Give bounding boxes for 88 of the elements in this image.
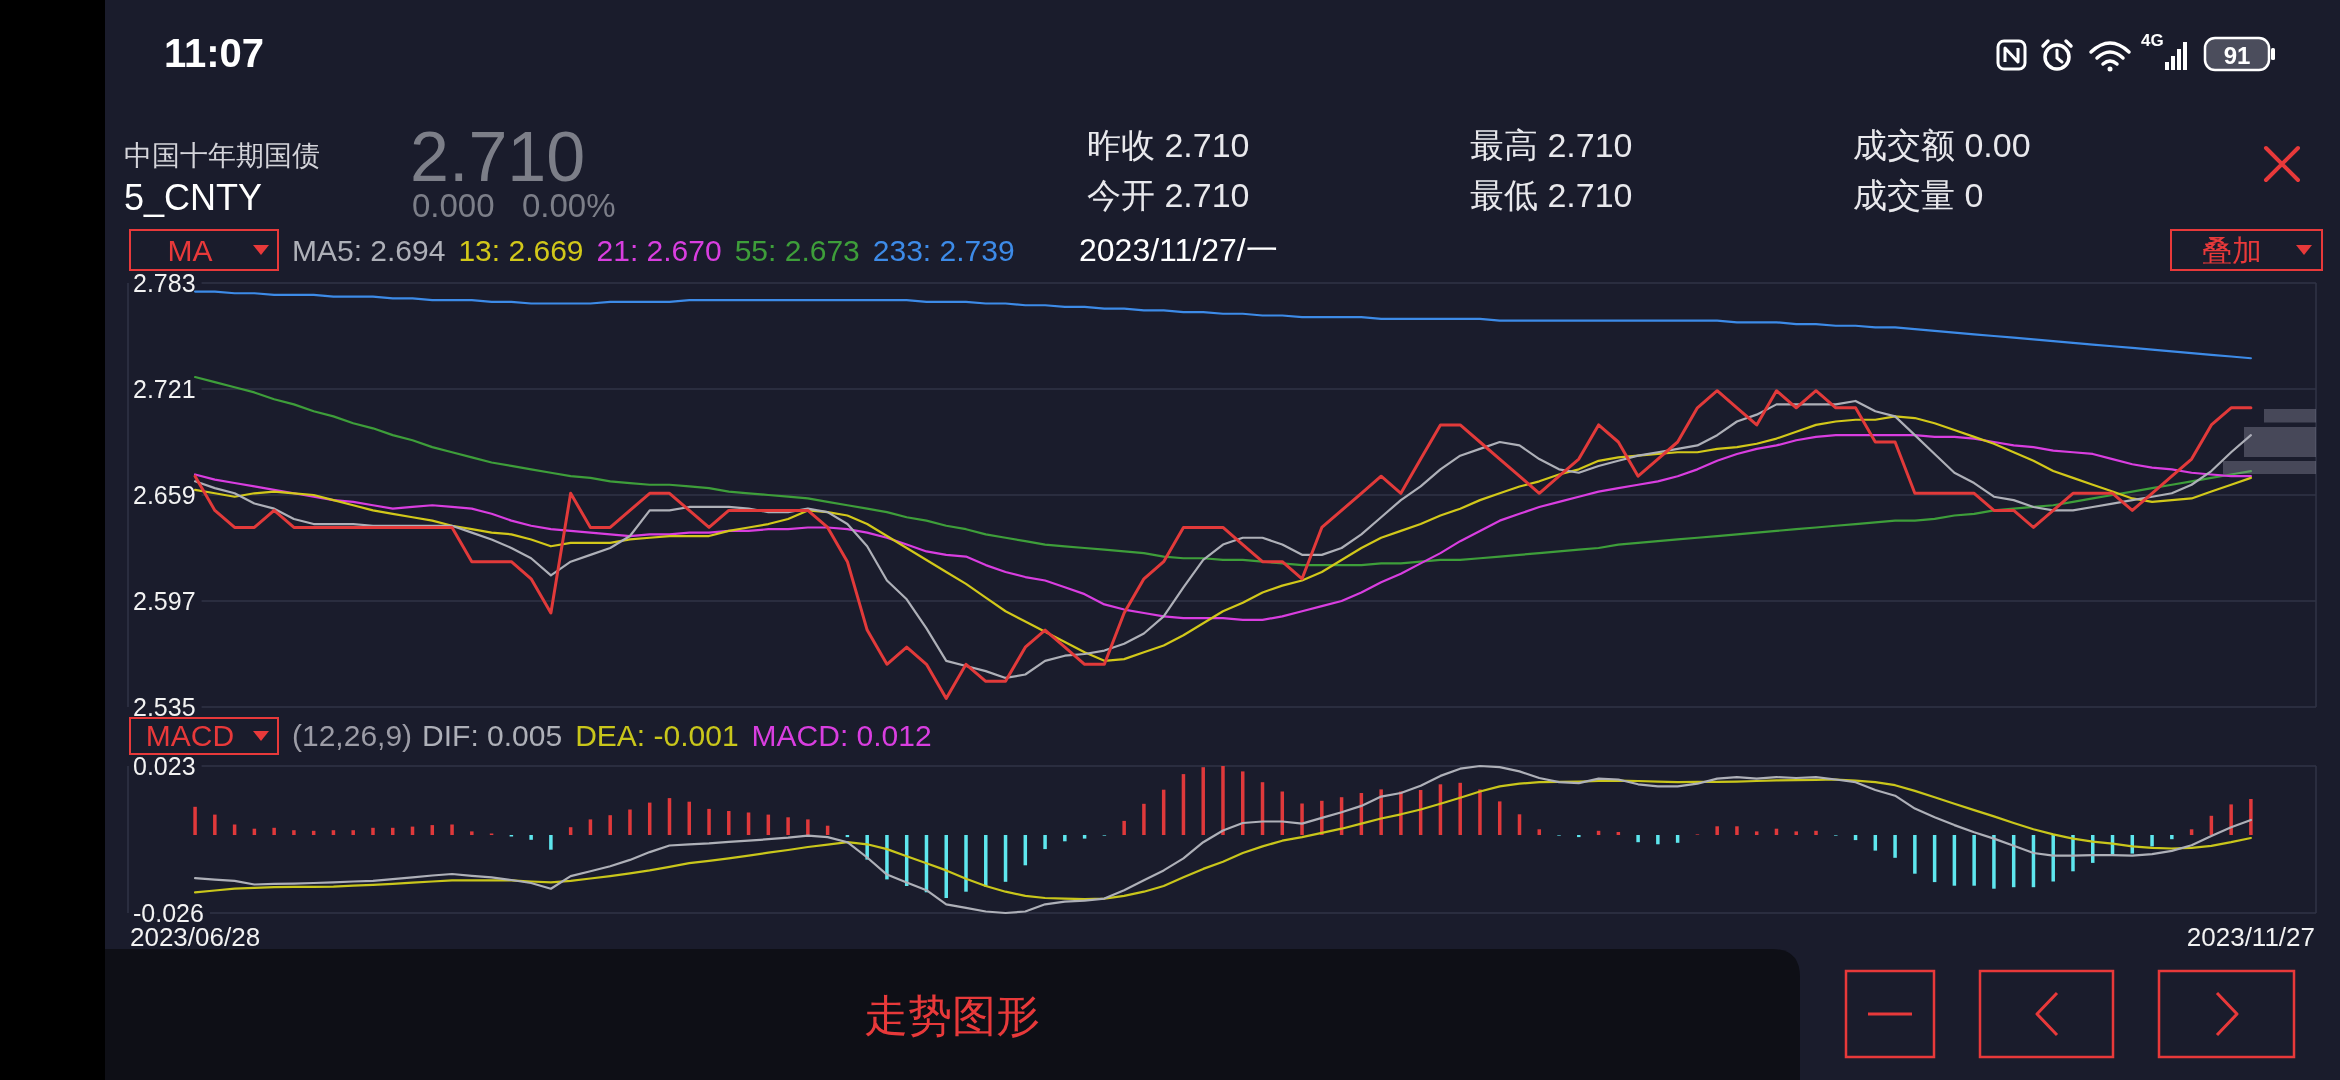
bar bbox=[1082, 835, 1087, 839]
bar bbox=[1122, 820, 1126, 835]
bar bbox=[1043, 835, 1047, 850]
text: 成交量 0 bbox=[1853, 176, 1984, 214]
bar bbox=[391, 827, 395, 835]
y-tick-label: 2.597 bbox=[133, 587, 196, 615]
text: 21: 2.670 bbox=[596, 234, 722, 267]
bar bbox=[549, 835, 553, 850]
text: 走势图形 bbox=[864, 991, 1040, 1040]
bar bbox=[1814, 830, 1818, 835]
bar bbox=[1300, 803, 1304, 835]
series-label: 233: 2.739 bbox=[872, 234, 1015, 267]
text: DIF: 0.005 bbox=[422, 719, 563, 752]
bar bbox=[2229, 804, 2233, 835]
y-tick-label: 2.783 bbox=[133, 269, 196, 297]
bar bbox=[786, 817, 790, 835]
text: 0.00% bbox=[522, 187, 616, 224]
x-tick-label: 2023/11/27 bbox=[2186, 922, 2315, 952]
bar bbox=[351, 830, 355, 835]
bar bbox=[213, 814, 217, 835]
bar bbox=[628, 809, 632, 835]
text: MA5: 2.694 bbox=[292, 234, 446, 267]
bar bbox=[2170, 835, 2174, 840]
text: 叠加 bbox=[2202, 234, 2262, 267]
bar bbox=[2189, 829, 2194, 835]
text: (12,26,9) bbox=[292, 719, 413, 752]
line-series bbox=[193, 778, 2252, 901]
text: 今开 2.710 bbox=[1087, 176, 1250, 214]
line-series bbox=[193, 434, 2252, 621]
chart-title: 中国十年期国债 bbox=[124, 140, 320, 171]
line-series bbox=[193, 375, 2252, 567]
bar bbox=[1636, 835, 1640, 843]
bar bbox=[1893, 835, 1897, 858]
bar bbox=[193, 806, 197, 835]
text: 11:07 bbox=[164, 31, 265, 75]
bar bbox=[1221, 766, 1225, 835]
text: MACD: 0.012 bbox=[751, 719, 932, 752]
text: 0.000 bbox=[412, 187, 495, 224]
bar bbox=[2249, 799, 2253, 835]
y-tick-label: 0.023 bbox=[133, 752, 196, 780]
text: DEA: -0.001 bbox=[575, 719, 739, 752]
bar bbox=[2150, 835, 2154, 847]
bar bbox=[1794, 831, 1798, 835]
bar bbox=[944, 835, 948, 898]
bar bbox=[964, 835, 968, 892]
line-series bbox=[193, 290, 2252, 360]
y-tick-label: 2.535 bbox=[133, 693, 196, 721]
bar bbox=[292, 830, 296, 835]
legend-title: MA bbox=[167, 234, 213, 267]
bar bbox=[2051, 835, 2055, 882]
legend-title: MACD bbox=[145, 719, 235, 752]
bar bbox=[1656, 835, 1660, 845]
bar bbox=[272, 827, 276, 835]
bar bbox=[984, 835, 988, 887]
text: 昨收 2.710 bbox=[1087, 126, 1250, 164]
bar bbox=[806, 819, 810, 835]
bar bbox=[470, 831, 474, 835]
text: 13: 2.669 bbox=[458, 234, 584, 267]
bar bbox=[1577, 835, 1581, 838]
bar bbox=[1735, 826, 1739, 835]
chart-subtitle: 5_CNTY bbox=[124, 177, 263, 218]
bar bbox=[1201, 767, 1205, 835]
bar bbox=[1754, 831, 1759, 835]
bar bbox=[1478, 789, 1482, 835]
bar bbox=[727, 811, 731, 835]
bar bbox=[1458, 782, 1462, 835]
text: 4G bbox=[2141, 31, 2164, 50]
text: 2023/11/27/一 bbox=[1079, 232, 1278, 268]
text: 最低 2.710 bbox=[1470, 176, 1633, 214]
bar bbox=[1715, 826, 1719, 835]
text: 55: 2.673 bbox=[734, 234, 860, 267]
y-tick-label: 2.659 bbox=[133, 481, 196, 509]
bar bbox=[1142, 803, 1146, 835]
bar bbox=[1972, 835, 1976, 886]
y-tick-label: 2.721 bbox=[133, 375, 196, 403]
bar bbox=[707, 808, 711, 835]
bar bbox=[450, 824, 454, 835]
bar bbox=[608, 815, 612, 835]
bar bbox=[1913, 835, 1917, 874]
bar bbox=[1992, 835, 1996, 889]
text: 成交额 0.00 bbox=[1853, 126, 2031, 164]
bar bbox=[371, 827, 375, 835]
bar bbox=[1241, 771, 1245, 835]
bar bbox=[1063, 835, 1067, 842]
text: 最高 2.710 bbox=[1470, 126, 1633, 164]
bar bbox=[529, 835, 533, 840]
bar bbox=[1537, 829, 1542, 835]
text: 91 bbox=[2223, 42, 2251, 69]
